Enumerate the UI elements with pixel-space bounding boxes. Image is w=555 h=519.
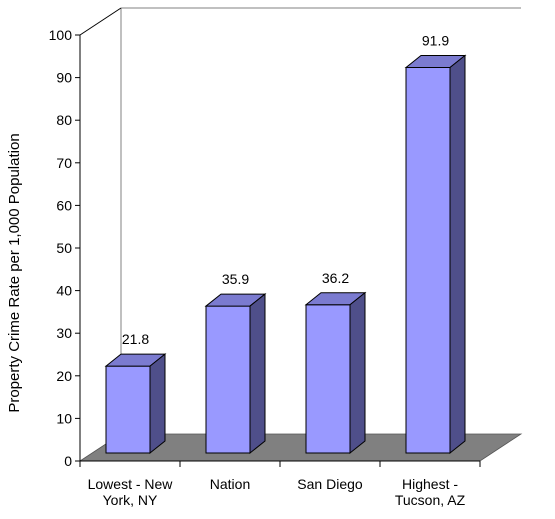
y-tick-label: 90: [56, 70, 72, 86]
bar-value-label: 91.9: [422, 33, 449, 49]
y-tick-label: 20: [56, 368, 72, 384]
bar-value-label: 36.2: [322, 270, 349, 286]
chart-axes: [75, 7, 481, 467]
bar-value-label: 35.9: [222, 271, 249, 287]
y-tick-label: 0: [64, 453, 72, 469]
x-tick-label: Lowest - New York, NY: [88, 476, 174, 508]
y-axis-label: Property Crime Rate per 1,000 Population: [6, 133, 23, 412]
y-tick-label: 30: [56, 325, 72, 341]
bar: [204, 293, 267, 455]
x-tick-label: Nation: [210, 476, 250, 492]
y-tick-label: 40: [56, 283, 72, 299]
y-axis-depth-line: [79, 7, 122, 36]
chart-labels: 0 10 20 30 40 50 60 70 80 90 100 Lowest - New York, …: [49, 27, 466, 508]
x-tick-label: San Diego: [297, 476, 363, 492]
bar-front: [305, 304, 351, 454]
x-tick-label: Highest -Tucson, AZ: [395, 476, 466, 508]
bar: [404, 54, 467, 455]
bar-value-label: 21.8: [122, 331, 149, 347]
y-tick-label: 70: [56, 155, 72, 171]
bar-side: [249, 293, 266, 455]
bar-side: [349, 291, 366, 455]
bar-side: [449, 54, 466, 455]
y-tick-label: 100: [49, 27, 73, 43]
bar-front: [405, 67, 451, 454]
bar-side: [149, 353, 166, 455]
bar: [304, 291, 367, 455]
bar: [104, 353, 167, 455]
y-tick-label: 50: [56, 240, 72, 256]
y-tick-label: 60: [56, 197, 72, 213]
chart-bars: [104, 54, 467, 455]
y-tick-label: 80: [56, 112, 72, 128]
bar-front: [105, 365, 151, 454]
y-tick-label: 10: [56, 410, 72, 426]
bar-front: [205, 305, 251, 454]
